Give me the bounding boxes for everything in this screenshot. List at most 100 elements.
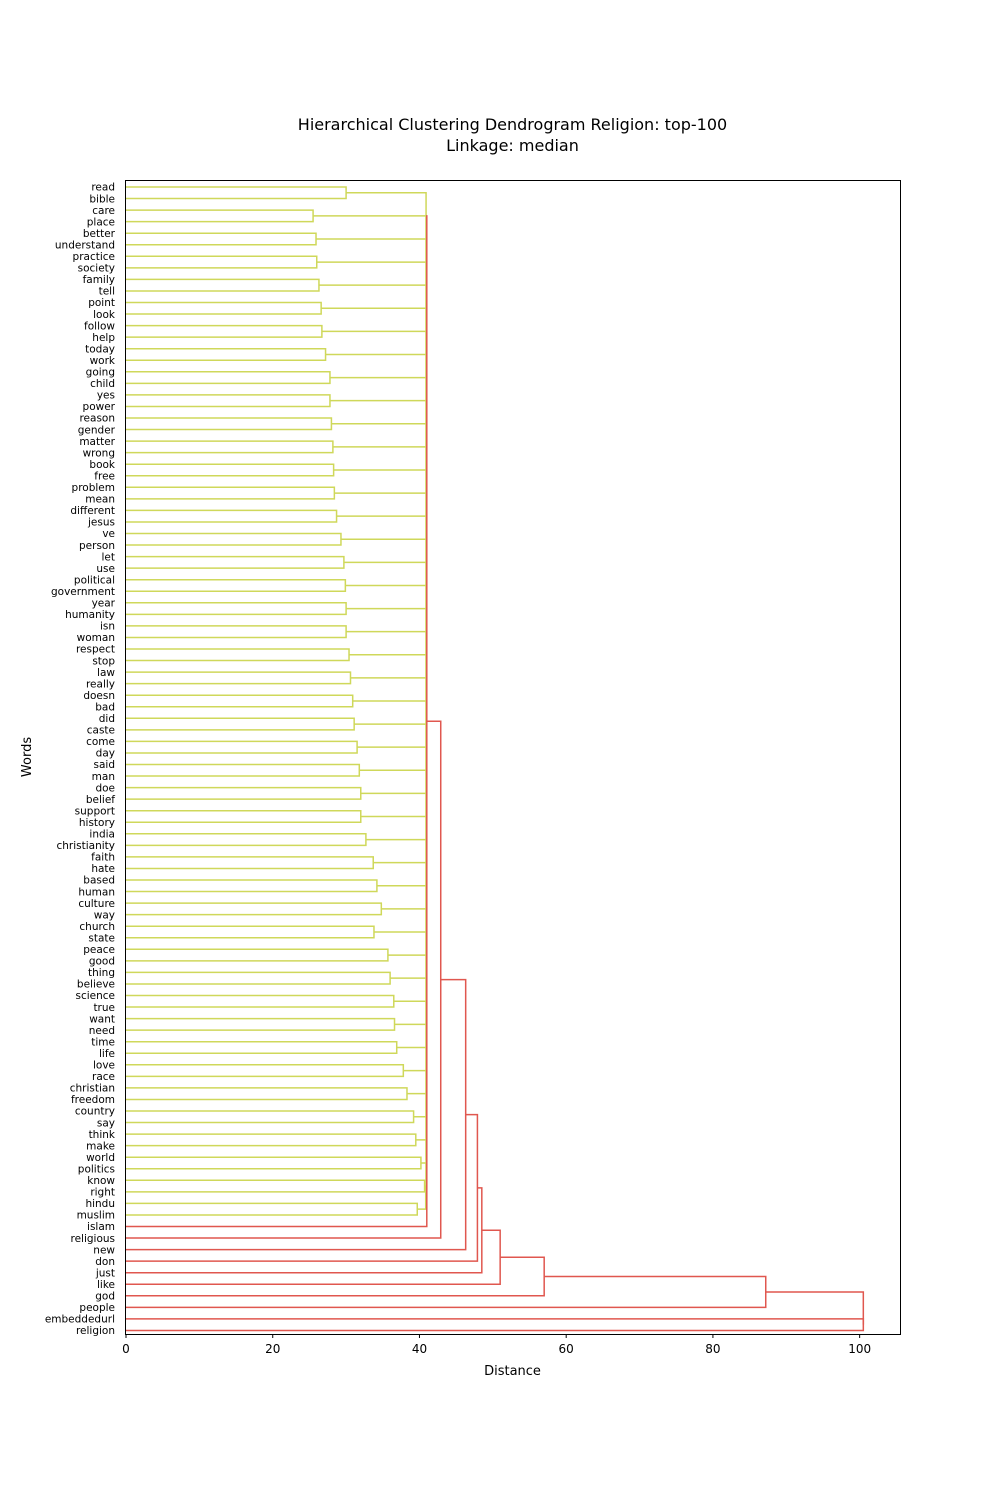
leaf-label: people <box>79 1302 115 1314</box>
dendrogram-link <box>126 740 358 754</box>
dendrogram-link <box>126 948 389 962</box>
dendrogram-link <box>126 1179 426 1193</box>
chart-title: Hierarchical Clustering Dendrogram Relig… <box>298 115 727 134</box>
leaf-label: day <box>96 748 115 760</box>
dendrogram-link <box>126 1318 865 1332</box>
leaf-label: care <box>92 205 115 217</box>
leaf-label: church <box>79 921 115 933</box>
leaf-label: really <box>86 678 115 690</box>
leaf-label: power <box>83 401 116 413</box>
leaf-label: let <box>102 551 116 563</box>
leaf-label: wrong <box>83 447 115 459</box>
dendrogram-link <box>126 324 323 338</box>
leaf-label: government <box>51 586 115 598</box>
dendrogram-link <box>126 925 375 939</box>
leaf-label: ve <box>102 528 115 540</box>
dendrogram-link <box>126 902 383 916</box>
leaf-label: love <box>93 1060 115 1072</box>
dendrogram-link <box>126 879 378 893</box>
leaf-label: think <box>89 1129 116 1141</box>
dendrogram-link <box>126 1256 545 1297</box>
x-tick-label: 100 <box>848 1342 871 1356</box>
leaf-label: freedom <box>71 1094 115 1106</box>
leaf-label: law <box>97 667 115 679</box>
dendrogram-link <box>126 786 362 800</box>
leaf-label: good <box>89 956 115 968</box>
leaf-label: place <box>87 216 115 228</box>
leaf-label: caste <box>87 725 115 737</box>
leaf-label: god <box>95 1291 115 1303</box>
leaf-label: world <box>86 1152 115 1164</box>
dendrogram-link <box>126 978 467 1251</box>
dendrogram-link <box>126 1064 405 1078</box>
leaf-label: family <box>83 274 115 286</box>
leaf-label: problem <box>72 482 115 494</box>
dendrogram-link <box>126 215 428 1228</box>
leaf-label: race <box>92 1071 115 1083</box>
leaf-label: doesn <box>83 690 115 702</box>
leaf-label: free <box>94 470 115 482</box>
dendrogram-link <box>126 763 361 777</box>
leaf-label: use <box>96 563 115 575</box>
leaf-label: new <box>93 1244 115 1256</box>
x-tick-label: 40 <box>412 1342 427 1356</box>
leaf-label: going <box>86 367 115 379</box>
leaf-label: year <box>92 598 116 610</box>
leaf-label: gender <box>78 424 116 436</box>
leaf-label: muslim <box>77 1210 115 1222</box>
leaf-label: stop <box>92 655 115 667</box>
x-axis-label: Distance <box>484 1364 541 1379</box>
leaf-label: woman <box>77 632 115 644</box>
x-tick-label: 0 <box>122 1342 130 1356</box>
leaf-label: follow <box>84 320 115 332</box>
leaf-label: support <box>75 805 115 817</box>
leaf-label: political <box>74 574 115 586</box>
leaf-label: islam <box>87 1221 115 1233</box>
chart-subtitle: Linkage: median <box>446 136 579 155</box>
dendrogram-link <box>126 232 317 246</box>
leaf-label: jesus <box>87 517 115 529</box>
leaf-label: did <box>99 713 115 725</box>
leaf-label: tell <box>99 286 115 298</box>
leaf-label: person <box>79 540 115 552</box>
dendrogram-link <box>126 301 322 315</box>
dendrogram-link <box>126 1156 422 1170</box>
leaf-label: work <box>90 355 116 367</box>
leaf-label: make <box>86 1140 115 1152</box>
dendrogram-link <box>126 994 395 1008</box>
leaf-label: isn <box>100 621 115 633</box>
dendrogram-link <box>126 186 347 200</box>
dendrogram-link <box>126 347 327 361</box>
leaf-label: society <box>78 263 115 275</box>
leaf-label: book <box>89 459 116 471</box>
leaf-label: yes <box>97 390 115 402</box>
leaf-label: way <box>94 909 115 921</box>
leaf-label: come <box>86 736 115 748</box>
leaf-label: life <box>99 1048 115 1060</box>
dendrogram-link <box>126 555 345 569</box>
dendrogram-link <box>126 625 347 639</box>
leaf-label: true <box>93 1002 115 1014</box>
leaf-label: state <box>88 932 115 944</box>
leaf-label: country <box>75 1106 115 1118</box>
leaf-label: just <box>95 1267 115 1279</box>
leaf-label: faith <box>91 852 115 864</box>
dendrogram-link <box>126 856 374 870</box>
leaf-label: religion <box>76 1325 115 1337</box>
dendrogram-link <box>126 1275 767 1309</box>
dendrogram-link <box>126 486 336 500</box>
x-axis-ticks: 0 20 40 60 80 100 <box>122 1334 871 1356</box>
dendrogram-link <box>126 833 367 847</box>
dendrogram-link <box>126 578 347 592</box>
dendrogram-link <box>126 1229 501 1285</box>
leaf-label: said <box>94 759 116 771</box>
leaf-label: reason <box>79 413 115 425</box>
x-tick-label: 60 <box>559 1342 574 1356</box>
leaf-label: child <box>90 378 115 390</box>
leaf-label: point <box>88 297 115 309</box>
dendrogram-link <box>126 717 355 731</box>
dendrogram-link <box>126 371 331 385</box>
leaf-label: politics <box>78 1163 115 1175</box>
dendrogram-link <box>126 1017 396 1031</box>
